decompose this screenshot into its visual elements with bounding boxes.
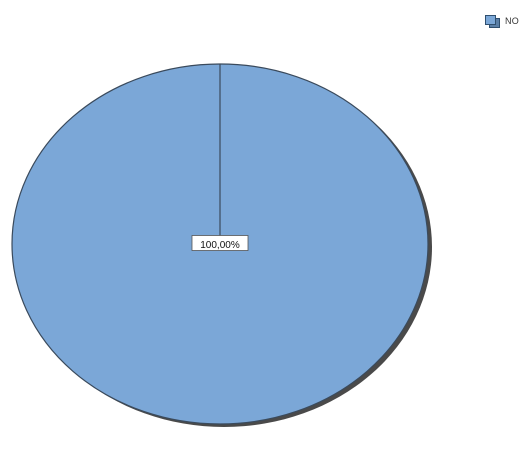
- legend-label-no: NO: [505, 16, 519, 26]
- data-label-group: 100,00%: [191, 235, 249, 251]
- legend-swatch-icon: [485, 15, 500, 28]
- chart-legend: NO: [485, 15, 519, 28]
- data-label: 100,00%: [200, 240, 240, 251]
- data-label-box: [191, 235, 249, 251]
